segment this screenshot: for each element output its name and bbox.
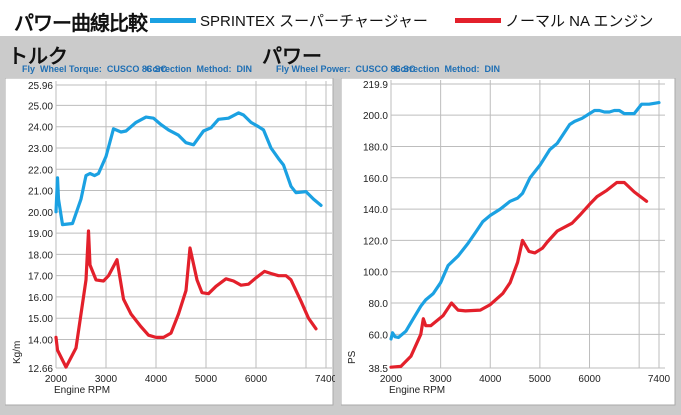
x-tick-label: 6000 bbox=[578, 374, 601, 385]
torque-correction: Correction Method: DIN bbox=[146, 64, 252, 74]
y-tick-label: 140.0 bbox=[363, 205, 388, 216]
x-tick-label: 2000 bbox=[380, 374, 403, 385]
power-subtitle: Fly Wheel Power: CUSCO 86 SC bbox=[276, 64, 416, 74]
y-tick-label: 180.0 bbox=[363, 142, 388, 153]
y-tick-label: 22.00 bbox=[28, 165, 53, 176]
y-tick-label: 25.96 bbox=[28, 81, 53, 92]
power-correction: Correction Method: DIN bbox=[394, 64, 500, 74]
page-title: パワー曲線比較 bbox=[14, 13, 148, 35]
series-line-sprintex bbox=[389, 101, 661, 341]
y-tick-label: 60.0 bbox=[369, 330, 389, 341]
y-tick-label: 200.0 bbox=[363, 111, 388, 122]
x-tick-label: 7400 bbox=[315, 374, 335, 385]
y-tick-label: 20.00 bbox=[28, 208, 53, 219]
torque-chart: 12.66 14.00 15.00 16.00 17.00 18.00 19.00 20.00… bbox=[5, 78, 335, 406]
plot-background bbox=[341, 78, 676, 406]
legend-item-sprintex: SPRINTEX スーパーチャージャー bbox=[150, 10, 428, 31]
power-chart: 38.5 60.0 80.0 100.0 120.0 140.0 160.0 180.0 200… bbox=[341, 78, 676, 406]
y-tick-label: 219.9 bbox=[363, 80, 388, 91]
legend-swatch-red bbox=[455, 18, 501, 23]
y-tick-label: 23.00 bbox=[28, 144, 53, 155]
y-tick-label: 12.66 bbox=[28, 364, 53, 375]
y-tick-label: 120.0 bbox=[363, 236, 388, 247]
legend-label: SPRINTEX スーパーチャージャー bbox=[200, 13, 428, 30]
y-tick-label: 100.0 bbox=[363, 268, 388, 279]
x-axis-label: Engine RPM bbox=[54, 385, 110, 396]
legend-label: ノーマル NA エンジン bbox=[505, 13, 654, 30]
legend-swatch-blue bbox=[150, 18, 196, 23]
torque-subtitle: Fly Wheel Torque: CUSCO 86 SC bbox=[22, 64, 167, 74]
x-tick-label: 4000 bbox=[145, 374, 168, 385]
series-line-na bbox=[54, 229, 318, 369]
power-title: パワー bbox=[262, 46, 322, 68]
x-tick-label: 2000 bbox=[45, 374, 68, 385]
x-tick-label: 3000 bbox=[95, 374, 118, 385]
header: パワー曲線比較 SPRINTEX スーパーチャージャー ノーマル NA エンジン bbox=[0, 0, 681, 36]
y-axis-label: Kg/m bbox=[12, 341, 23, 364]
y-tick-label: 18.00 bbox=[28, 250, 53, 261]
x-axis-label: Engine RPM bbox=[389, 385, 445, 396]
y-tick-label: 160.0 bbox=[363, 174, 388, 185]
y-axis-label: PS bbox=[347, 350, 358, 364]
torque-title: トルク bbox=[8, 46, 68, 68]
y-tick-label: 19.00 bbox=[28, 229, 53, 240]
x-tick-label: 6000 bbox=[245, 374, 268, 385]
plot-background bbox=[5, 78, 334, 406]
y-tick-label: 80.0 bbox=[369, 299, 389, 310]
y-tick-label: 16.00 bbox=[28, 293, 53, 304]
y-tick-label: 21.00 bbox=[28, 187, 53, 198]
y-tick-label: 25.00 bbox=[28, 101, 53, 112]
y-tick-label: 38.5 bbox=[369, 364, 389, 375]
series-line-na bbox=[389, 180, 649, 369]
y-tick-label: 14.00 bbox=[28, 335, 53, 346]
series-line-sprintex bbox=[54, 111, 323, 227]
y-tick-label: 24.00 bbox=[28, 123, 53, 134]
legend-item-na: ノーマル NA エンジン bbox=[455, 10, 653, 31]
x-tick-label: 5000 bbox=[529, 374, 552, 385]
x-tick-label: 5000 bbox=[195, 374, 218, 385]
x-tick-label: 7400 bbox=[648, 374, 671, 385]
x-tick-label: 3000 bbox=[430, 374, 453, 385]
y-tick-label: 17.00 bbox=[28, 272, 53, 283]
x-tick-label: 4000 bbox=[479, 374, 502, 385]
y-tick-label: 15.00 bbox=[28, 314, 53, 325]
